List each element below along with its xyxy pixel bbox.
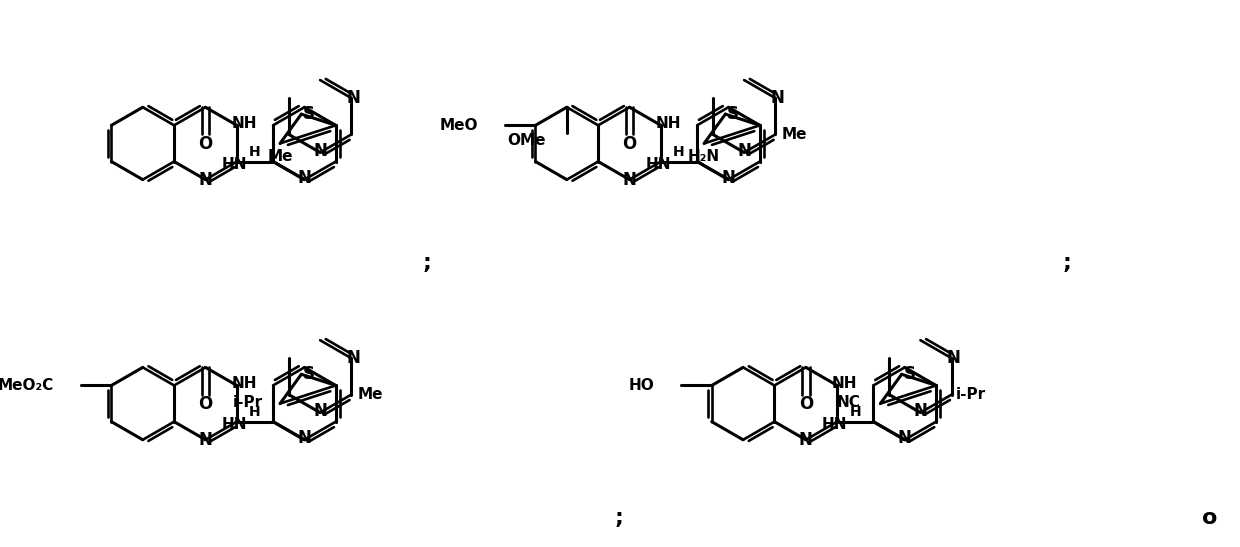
Text: NH: NH <box>832 376 858 391</box>
Text: N: N <box>738 142 751 160</box>
Text: NH: NH <box>232 376 257 391</box>
Text: N: N <box>947 350 961 367</box>
Text: O: O <box>198 395 212 413</box>
Text: N: N <box>770 89 785 107</box>
Text: ;: ; <box>1063 253 1071 272</box>
Text: ;: ; <box>423 253 432 272</box>
Text: N: N <box>799 431 812 449</box>
Text: H₂N: H₂N <box>688 149 720 164</box>
Text: H: H <box>673 145 684 159</box>
Text: ;: ; <box>615 508 624 528</box>
Text: S: S <box>727 105 739 123</box>
Text: S: S <box>903 365 915 383</box>
Text: S: S <box>303 105 315 123</box>
Text: HO: HO <box>629 378 655 393</box>
Text: OMe: OMe <box>507 133 546 148</box>
Text: HN: HN <box>221 417 247 432</box>
Text: HN: HN <box>645 157 671 172</box>
Text: N: N <box>198 171 212 189</box>
Text: H: H <box>849 405 861 419</box>
Text: N: N <box>622 171 636 189</box>
Text: Me: Me <box>358 387 383 402</box>
Text: O: O <box>799 395 813 413</box>
Text: N: N <box>722 168 735 187</box>
Text: Me: Me <box>781 127 807 142</box>
Text: N: N <box>346 350 361 367</box>
Text: NC: NC <box>837 395 861 410</box>
Text: i-Pr: i-Pr <box>956 387 986 402</box>
Text: o: o <box>1203 508 1218 528</box>
Text: NH: NH <box>656 116 681 131</box>
Text: N: N <box>298 429 311 447</box>
Text: MeO₂C: MeO₂C <box>0 378 55 393</box>
Text: MeO: MeO <box>439 118 477 133</box>
Text: N: N <box>914 401 928 420</box>
Text: O: O <box>622 135 636 153</box>
Text: S: S <box>303 365 315 383</box>
Text: HN: HN <box>822 417 847 432</box>
Text: H: H <box>249 405 260 419</box>
Text: HN: HN <box>221 157 247 172</box>
Text: N: N <box>314 142 327 160</box>
Text: N: N <box>346 89 361 107</box>
Text: N: N <box>198 431 212 449</box>
Text: N: N <box>314 401 327 420</box>
Text: N: N <box>298 168 311 187</box>
Text: Me: Me <box>268 149 293 164</box>
Text: N: N <box>898 429 911 447</box>
Text: i-Pr: i-Pr <box>233 395 263 410</box>
Text: H: H <box>249 145 260 159</box>
Text: NH: NH <box>232 116 257 131</box>
Text: O: O <box>198 135 212 153</box>
